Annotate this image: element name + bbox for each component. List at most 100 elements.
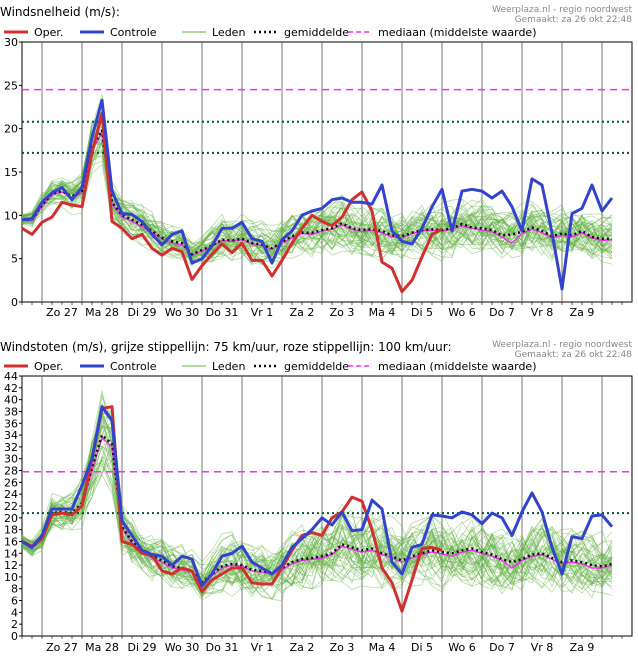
x-tick-label: Do 7 [489,306,515,319]
ensemble-member-line [22,117,613,259]
legend-label: Oper. [34,26,63,39]
x-tick-label: Zo 3 [330,306,355,319]
y-tick-label: 24 [4,488,18,501]
x-tick-label: Ma 4 [369,306,396,319]
x-tick-label: Za 9 [570,641,595,654]
chart-2: Windstoten (m/s), grijze stippellijn: 75… [0,340,633,654]
ensemble-member-line [21,132,613,268]
y-tick-label: 26 [4,476,18,489]
x-tick-label: Di 5 [411,641,433,654]
y-tick-label: 30 [4,36,18,49]
ensemble-member-line [21,139,613,263]
y-tick-label: 18 [4,524,18,537]
y-tick-label: 2 [11,618,18,631]
ensemble-member-line [21,118,613,260]
ensemble-member-line [21,137,613,265]
y-tick-label: 20 [4,512,18,525]
controle-series-line [21,405,614,588]
y-tick-label: 38 [4,405,18,418]
x-tick-label: Vr 1 [251,641,274,654]
ensemble-member-line [21,132,613,259]
made-label: Gemaakt: za 26 okt 22:48 [515,350,633,360]
ensemble-members [21,390,613,602]
oper-series-line [21,111,443,294]
y-tick-label: 12 [4,559,18,572]
x-tick-label: Vr 8 [531,306,554,319]
legend-label: Oper. [34,360,63,373]
y-tick-label: 42 [4,382,18,395]
y-tick-label: 25 [4,79,18,92]
ensemble-member-line [21,143,613,266]
x-tick-label: Di 5 [411,306,433,319]
ensemble-member-line [21,139,613,258]
source-label: Weerplaza.nl - regio noordwest [492,340,632,350]
ensemble-member-line [21,163,613,262]
ensemble-member-line [21,150,613,257]
ensemble-member-line [21,130,613,264]
x-tick-label: Ma 4 [369,641,396,654]
x-tick-label: Zo 3 [330,641,355,654]
y-tick-label: 20 [4,123,18,136]
x-tick-label: Zo 27 [46,306,78,319]
legend-label: gemiddelde [284,26,349,39]
x-tick-label: Wo 30 [165,641,199,654]
ensemble-member-line [21,102,613,260]
legend-label: gemiddelde [284,360,349,373]
y-tick-label: 8 [11,583,18,596]
y-tick-label: 5 [11,253,18,266]
x-tick-label: Do 7 [489,641,515,654]
y-tick-label: 10 [4,571,18,584]
legend-label: mediaan (middelste waarde) [378,26,536,39]
y-tick-label: 28 [4,465,18,478]
x-tick-label: Wo 6 [448,306,475,319]
y-tick-label: 15 [4,166,18,179]
legend: Oper. Controle Leden gemiddelde mediaan (mid… [4,26,536,39]
y-tick-label: 16 [4,535,18,548]
controle-series-line [21,98,614,291]
y-tick-label: 22 [4,500,18,513]
legend: Oper. Controle Leden gemiddelde mediaan (mid… [4,360,536,373]
legend-label: mediaan (middelste waarde) [378,360,536,373]
x-tick-label: Do 31 [206,641,239,654]
y-tick-label: 32 [4,441,18,454]
ensemble-member-line [21,140,613,257]
ensemble-member-line [21,135,613,257]
legend-label: Controle [110,26,157,39]
x-tick-label: Di 29 [127,641,156,654]
ensemble-member-line [21,113,613,259]
y-tick-label: 0 [11,630,18,643]
chart-1: Windsnelheid (m/s): Weerplaza.nl - regio … [0,5,633,319]
x-tick-label: Za 2 [290,306,315,319]
y-tick-label: 10 [4,209,18,222]
ensemble-member-line [21,148,613,255]
plot-frame [21,41,633,303]
y-tick-label: 6 [11,595,18,608]
ensemble-member-line [21,142,613,265]
y-tick-label: 14 [4,547,18,560]
x-tick-label: Za 9 [570,306,595,319]
y-tick-label: 4 [11,606,18,619]
legend-label: Leden [212,360,245,373]
chart-title: Windstoten (m/s), grijze stippellijn: 75… [0,340,452,354]
x-tick-label: Ma 28 [85,641,119,654]
x-tick-label: Wo 6 [448,641,475,654]
legend-label: Controle [110,360,157,373]
legend-label: Leden [212,26,245,39]
y-tick-label: 0 [11,296,18,309]
chart-title: Windsnelheid (m/s): [0,5,120,19]
source-label: Weerplaza.nl - regio noordwest [492,5,632,15]
ensemble-member-line [21,111,613,256]
x-tick-label: Wo 30 [165,306,199,319]
ensemble-member-line [21,136,613,261]
x-tick-label: Di 29 [127,306,156,319]
ensemble-member-line [21,112,613,256]
y-tick-label: 36 [4,417,18,430]
ensemble-member-line [21,94,613,259]
x-tick-label: Do 31 [206,306,239,319]
y-tick-label: 44 [4,370,18,383]
x-tick-label: Zo 27 [46,641,78,654]
x-tick-label: Ma 28 [85,306,119,319]
x-tick-label: Vr 1 [251,306,274,319]
